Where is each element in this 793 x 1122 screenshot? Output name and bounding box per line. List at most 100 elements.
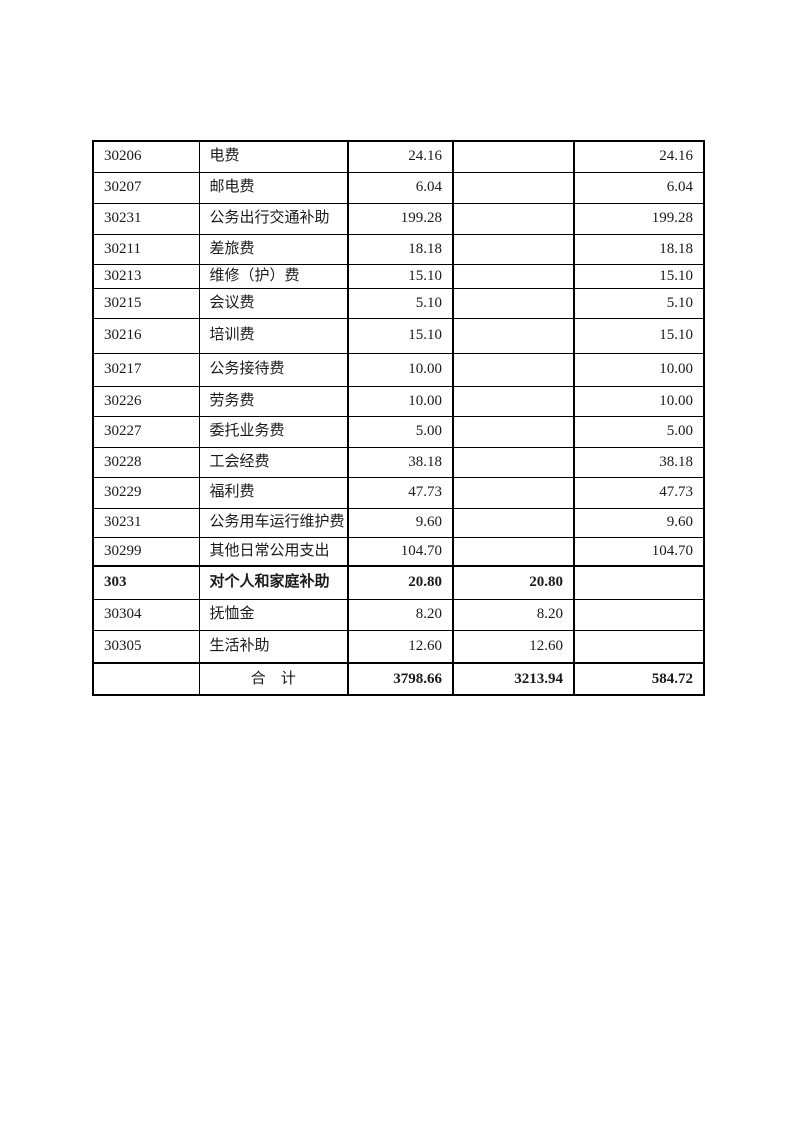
- name-cell: 对个人和家庭补助: [198, 565, 349, 600]
- value-cell: [452, 287, 575, 319]
- code-cell: 30211: [92, 233, 200, 265]
- value-cell: 15.10: [347, 263, 454, 289]
- value-cell: 12.60: [347, 629, 454, 664]
- value-cell: 6.04: [573, 171, 705, 204]
- value-cell: [573, 629, 705, 664]
- value-cell: 9.60: [347, 507, 454, 538]
- name-cell: 差旅费: [198, 233, 349, 265]
- name-cell: 邮电费: [198, 171, 349, 204]
- code-cell: 30305: [92, 629, 200, 664]
- value-cell: [452, 385, 575, 417]
- value-cell: [452, 140, 575, 173]
- value-cell: 104.70: [573, 536, 705, 567]
- code-cell: 30304: [92, 598, 200, 631]
- value-cell: 20.80: [452, 565, 575, 600]
- value-cell: 5.10: [347, 287, 454, 319]
- value-cell: 5.00: [573, 415, 705, 448]
- table-row: 30217 公务接待费 10.00 10.00: [92, 352, 705, 387]
- table-row: 30206 电费 24.16 24.16: [92, 140, 705, 173]
- value-cell: [452, 202, 575, 235]
- value-cell: 12.60: [452, 629, 575, 664]
- name-cell: 公务出行交通补助: [198, 202, 349, 235]
- name-cell: 合 计: [198, 662, 349, 696]
- value-cell: 584.72: [573, 662, 705, 696]
- value-cell: 20.80: [347, 565, 454, 600]
- value-cell: 5.00: [347, 415, 454, 448]
- table-row: 303 对个人和家庭补助 20.80 20.80: [92, 565, 705, 600]
- value-cell: 199.28: [573, 202, 705, 235]
- table-row: 30231 公务用车运行维护费 9.60 9.60: [92, 507, 705, 538]
- name-cell: 培训费: [198, 317, 349, 354]
- name-cell: 劳务费: [198, 385, 349, 417]
- value-cell: 3213.94: [452, 662, 575, 696]
- value-cell: 15.10: [347, 317, 454, 354]
- table-row: 30304 抚恤金 8.20 8.20: [92, 598, 705, 631]
- value-cell: 15.10: [573, 317, 705, 354]
- name-cell: 抚恤金: [198, 598, 349, 631]
- code-cell: 30207: [92, 171, 200, 204]
- code-cell: 30206: [92, 140, 200, 173]
- value-cell: 38.18: [573, 446, 705, 478]
- value-cell: 10.00: [347, 352, 454, 387]
- table-row: 30215 会议费 5.10 5.10: [92, 287, 705, 319]
- table-row: 30228 工会经费 38.18 38.18: [92, 446, 705, 478]
- value-cell: [452, 352, 575, 387]
- code-cell: 30213: [92, 263, 200, 289]
- table-row: 30227 委托业务费 5.00 5.00: [92, 415, 705, 448]
- code-cell: 30226: [92, 385, 200, 417]
- code-cell: 30231: [92, 507, 200, 538]
- table-row: 30231 公务出行交通补助 199.28 199.28: [92, 202, 705, 235]
- value-cell: 24.16: [573, 140, 705, 173]
- value-cell: [573, 598, 705, 631]
- table-row: 30229 福利费 47.73 47.73: [92, 476, 705, 509]
- value-cell: [452, 171, 575, 204]
- code-cell: 30231: [92, 202, 200, 235]
- value-cell: 15.10: [573, 263, 705, 289]
- budget-table-body: 30206 电费 24.16 24.16 30207 邮电费 6.04 6.04 30231 公务…: [92, 140, 705, 696]
- value-cell: [452, 446, 575, 478]
- code-cell: 30299: [92, 536, 200, 567]
- value-cell: 5.10: [573, 287, 705, 319]
- table-row: 30305 生活补助 12.60 12.60: [92, 629, 705, 664]
- name-cell: 福利费: [198, 476, 349, 509]
- value-cell: [452, 507, 575, 538]
- name-cell: 工会经费: [198, 446, 349, 478]
- value-cell: 47.73: [347, 476, 454, 509]
- code-cell: 30228: [92, 446, 200, 478]
- name-cell: 公务用车运行维护费: [198, 507, 349, 538]
- code-cell: [92, 662, 200, 696]
- value-cell: 47.73: [573, 476, 705, 509]
- table-row: 30216 培训费 15.10 15.10: [92, 317, 705, 354]
- value-cell: [452, 263, 575, 289]
- value-cell: 8.20: [347, 598, 454, 631]
- value-cell: 10.00: [347, 385, 454, 417]
- value-cell: 24.16: [347, 140, 454, 173]
- value-cell: [452, 476, 575, 509]
- name-cell: 维修（护）费: [198, 263, 349, 289]
- value-cell: 18.18: [573, 233, 705, 265]
- value-cell: [452, 415, 575, 448]
- table-row: 合 计 3798.66 3213.94 584.72: [92, 662, 705, 696]
- value-cell: 104.70: [347, 536, 454, 567]
- name-cell: 公务接待费: [198, 352, 349, 387]
- value-cell: 3798.66: [347, 662, 454, 696]
- name-cell: 其他日常公用支出: [198, 536, 349, 567]
- value-cell: 18.18: [347, 233, 454, 265]
- value-cell: [452, 536, 575, 567]
- value-cell: 10.00: [573, 385, 705, 417]
- name-cell: 电费: [198, 140, 349, 173]
- code-cell: 30229: [92, 476, 200, 509]
- value-cell: 6.04: [347, 171, 454, 204]
- value-cell: 199.28: [347, 202, 454, 235]
- name-cell: 生活补助: [198, 629, 349, 664]
- table-row: 30211 差旅费 18.18 18.18: [92, 233, 705, 265]
- code-cell: 303: [92, 565, 200, 600]
- budget-table: 30206 电费 24.16 24.16 30207 邮电费 6.04 6.04 30231 公务…: [92, 140, 705, 696]
- value-cell: 8.20: [452, 598, 575, 631]
- table-row: 30299 其他日常公用支出 104.70 104.70: [92, 536, 705, 567]
- table-row: 30226 劳务费 10.00 10.00: [92, 385, 705, 417]
- value-cell: [452, 233, 575, 265]
- table-row: 30207 邮电费 6.04 6.04: [92, 171, 705, 204]
- code-cell: 30217: [92, 352, 200, 387]
